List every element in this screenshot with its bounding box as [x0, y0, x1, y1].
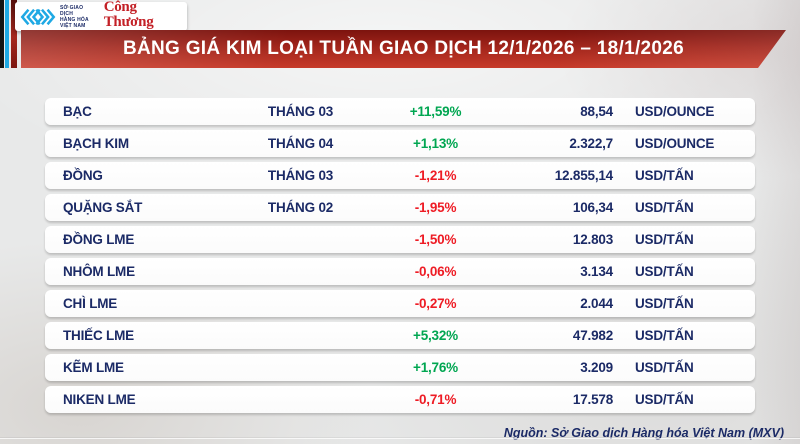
table-row: NIKEN LME -0,71% 17.578 USD/TẤN — [45, 386, 755, 413]
weekly-change: -1,50% — [414, 232, 457, 247]
price-value: 12.803 — [572, 232, 613, 247]
table-row: BẠCH KIM THÁNG 04 +1,13% 2.322,7 USD/OUN… — [45, 130, 755, 157]
weekly-change: +1,76% — [413, 360, 458, 375]
price-unit: USD/TẤN — [635, 360, 694, 375]
price-value: 12.855,14 — [554, 168, 613, 183]
weekly-change: +11,59% — [409, 104, 462, 119]
table-row: KẼM LME +1,76% 3.209 USD/TẤN — [45, 354, 755, 381]
price-value: 3.209 — [580, 360, 613, 375]
weekly-change: -0,27% — [414, 296, 457, 311]
price-unit: USD/OUNCE — [635, 104, 715, 119]
price-value: 3.134 — [580, 264, 613, 279]
contract-month: THÁNG 03 — [267, 168, 334, 183]
price-unit: USD/TẤN — [635, 328, 694, 343]
contract-month: THÁNG 04 — [267, 136, 334, 151]
mxv-chevron-logo-icon — [20, 8, 56, 25]
mxv-name-line-1: SỞ GIAO DỊCH — [60, 4, 84, 17]
commodity-name: NIKEN LME — [63, 392, 136, 407]
commodity-name: CHÌ LME — [63, 296, 118, 311]
price-unit: USD/TẤN — [635, 392, 694, 407]
congthuong-wordmark: Công Thương — [103, 0, 154, 30]
price-unit: USD/TẤN — [635, 200, 694, 215]
left-edge-red-stripe — [11, 0, 17, 68]
weekly-change: -1,95% — [414, 200, 457, 215]
mxv-name: SỞ GIAO DỊCH HÀNG HÓA VIỆT NAM — [60, 5, 96, 29]
commodity-name: THIẾC LME — [63, 328, 134, 343]
congthuong-logo: Công Thương — [104, 0, 182, 34]
price-value: 2.044 — [580, 296, 613, 311]
table-row: BẠC THÁNG 03 +11,59% 88,54 USD/OUNCE — [45, 98, 755, 125]
title-banner: BẢNG GIÁ KIM LOẠI TUẦN GIAO DỊCH 12/1/20… — [21, 30, 786, 68]
mxv-name-line-3: VIỆT NAM — [60, 22, 86, 29]
table-row: NHÔM LME -0,06% 3.134 USD/TẤN — [45, 258, 755, 285]
table-row: QUẶNG SẮT THÁNG 02 -1,95% 106,34 USD/TẤN — [45, 194, 755, 221]
table-row: ĐỒNG LME -1,50% 12.803 USD/TẤN — [45, 226, 755, 253]
trademark-symbol: ™ — [65, 5, 69, 10]
weekly-change: -0,71% — [414, 392, 457, 407]
header-logo-box: ™ SỞ GIAO DỊCH HÀNG HÓA VIỆT NAM Công Th… — [15, 0, 187, 34]
price-value: 106,34 — [572, 200, 613, 215]
price-value: 17.578 — [572, 392, 613, 407]
price-table: BẠC THÁNG 03 +11,59% 88,54 USD/OUNCE BẠC… — [45, 98, 755, 413]
weekly-change: +1,13% — [413, 136, 458, 151]
weekly-change: -1,21% — [414, 168, 457, 183]
commodity-name: BẠC — [63, 104, 92, 119]
commodity-name: ĐỒNG LME — [63, 232, 135, 247]
table-row: ĐỒNG THÁNG 03 -1,21% 12.855,14 USD/TẤN — [45, 162, 755, 189]
contract-month: THÁNG 02 — [267, 200, 334, 215]
commodity-name: QUẶNG SẮT — [63, 200, 143, 215]
source-credit: Nguồn: Sở Giao dịch Hàng hóa Việt Nam (M… — [503, 426, 784, 440]
price-value: 2.322,7 — [569, 136, 613, 151]
weekly-change: -0,06% — [414, 264, 457, 279]
table-row: CHÌ LME -0,27% 2.044 USD/TẤN — [45, 290, 755, 317]
commodity-name: ĐỒNG — [63, 168, 103, 183]
price-unit: USD/TẤN — [635, 296, 694, 311]
left-edge-black-stripe — [0, 0, 4, 68]
weekly-change: +5,32% — [413, 328, 458, 343]
commodity-name: NHÔM LME — [63, 264, 135, 279]
mxv-name-line-2: HÀNG HÓA — [60, 16, 89, 23]
commodity-name: BẠCH KIM — [63, 136, 129, 151]
left-edge-cyan-stripe — [5, 0, 9, 68]
contract-month: THÁNG 03 — [267, 104, 334, 119]
price-unit: USD/TẤN — [635, 232, 694, 247]
price-value: 88,54 — [580, 104, 613, 119]
commodity-name: KẼM LME — [63, 360, 124, 375]
bottom-divider — [0, 438, 800, 439]
price-unit: USD/TẤN — [635, 264, 694, 279]
page-title: BẢNG GIÁ KIM LOẠI TUẦN GIAO DỊCH 12/1/20… — [122, 38, 685, 59]
table-row: THIẾC LME +5,32% 47.982 USD/TẤN — [45, 322, 755, 349]
price-unit: USD/TẤN — [635, 168, 694, 183]
price-value: 47.982 — [572, 328, 613, 343]
price-unit: USD/OUNCE — [635, 136, 715, 151]
